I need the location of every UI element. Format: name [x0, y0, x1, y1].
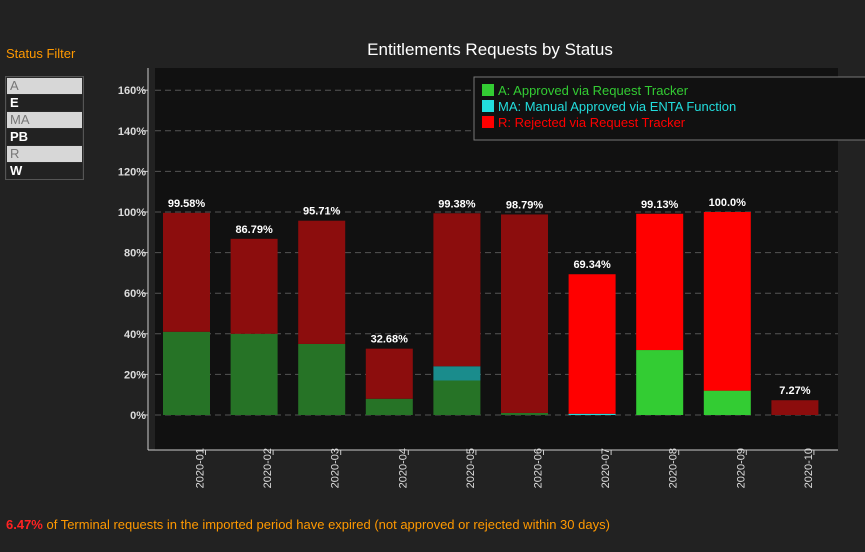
- legend-label-ma: MA: Manual Approved via ENTA Function: [498, 99, 736, 114]
- bar-2020-05-a: [433, 380, 481, 415]
- bar-2020-08-r: [636, 213, 684, 351]
- bar-2020-03-r: [298, 220, 346, 344]
- y-tick-label: 140%: [118, 126, 146, 138]
- legend-label-r: R: Rejected via Request Tracker: [498, 115, 686, 130]
- y-tick-label: 20%: [124, 369, 146, 381]
- x-tick-label: 2020-05: [465, 448, 477, 488]
- x-tick-label: 2020-03: [330, 448, 342, 488]
- bar-total-label: 99.58%: [168, 198, 206, 210]
- y-tick-label: 160%: [118, 85, 146, 97]
- legend-label-a: A: Approved via Request Tracker: [498, 83, 689, 98]
- expired-percent: 6.47%: [6, 517, 43, 532]
- bar-total-label: 7.27%: [779, 385, 810, 397]
- bar-2020-01-a: [163, 331, 210, 415]
- bar-2020-02-a: [230, 333, 278, 415]
- legend-swatch-a: [482, 84, 494, 96]
- bar-2020-01-r: [163, 212, 210, 332]
- bar-total-label: 69.34%: [573, 259, 611, 271]
- status-filter-option-ma[interactable]: MA: [7, 112, 82, 128]
- status-filter-list[interactable]: A E MA PB R W: [5, 76, 84, 180]
- x-tick-label: 2020-08: [668, 448, 680, 488]
- x-tick-label: 2020-02: [262, 448, 274, 488]
- bar-2020-09-r: [703, 212, 751, 391]
- x-tick-label: 2020-06: [533, 448, 545, 488]
- bar-total-label: 100.0%: [709, 197, 747, 209]
- x-tick-label: 2020-07: [600, 448, 612, 488]
- status-filter-title: Status Filter: [6, 46, 76, 61]
- legend-swatch-ma: [482, 100, 494, 112]
- bar-total-label: 86.79%: [235, 224, 273, 236]
- bar-2020-05-ma: [433, 366, 481, 381]
- expired-footer-note: 6.47% of Terminal requests in the import…: [6, 517, 610, 532]
- x-tick-label: 2020-10: [803, 448, 815, 488]
- bar-2020-08-a: [636, 350, 684, 415]
- bar-2020-04-a: [365, 398, 413, 415]
- x-tick-label: 2020-09: [735, 448, 747, 488]
- bar-total-label: 99.38%: [438, 198, 476, 210]
- y-tick-label: 80%: [124, 248, 146, 260]
- bar-total-label: 98.79%: [506, 199, 544, 211]
- bar-2020-03-a: [298, 343, 346, 415]
- bar-total-label: 95.71%: [303, 206, 341, 218]
- bar-2020-04-r: [365, 348, 413, 399]
- chart-title: Entitlements Requests by Status: [367, 40, 613, 59]
- bar-2020-10-r: [771, 400, 819, 415]
- x-tick-label: 2020-04: [397, 448, 409, 488]
- status-filter-option-e[interactable]: E: [7, 95, 82, 111]
- status-filter-option-w[interactable]: W: [7, 163, 82, 179]
- y-tick-label: 120%: [118, 166, 146, 178]
- status-filter-option-r[interactable]: R: [7, 146, 82, 162]
- x-tick-label: 2020-01: [195, 448, 207, 488]
- legend-box: [473, 76, 865, 141]
- expired-footer-text: of Terminal requests in the imported per…: [42, 517, 610, 532]
- status-filter-option-pb[interactable]: PB: [7, 129, 82, 145]
- status-filter-option-a[interactable]: A: [7, 78, 82, 94]
- bar-total-label: 99.13%: [641, 199, 679, 211]
- bar-total-label: 32.68%: [371, 334, 409, 346]
- bar-2020-06-r: [501, 214, 548, 413]
- bar-2020-06-a: [501, 412, 548, 415]
- bar-2020-07-r: [568, 274, 616, 414]
- bar-2020-07-ma: [568, 413, 616, 415]
- y-tick-label: 40%: [124, 329, 146, 341]
- bar-2020-09-a: [703, 390, 751, 415]
- y-tick-label: 0%: [130, 410, 146, 422]
- legend-swatch-r: [482, 116, 494, 128]
- y-tick-label: 100%: [118, 207, 146, 219]
- y-tick-label: 60%: [124, 288, 146, 300]
- bar-2020-05-r: [433, 213, 481, 367]
- bar-2020-02-r: [230, 238, 278, 334]
